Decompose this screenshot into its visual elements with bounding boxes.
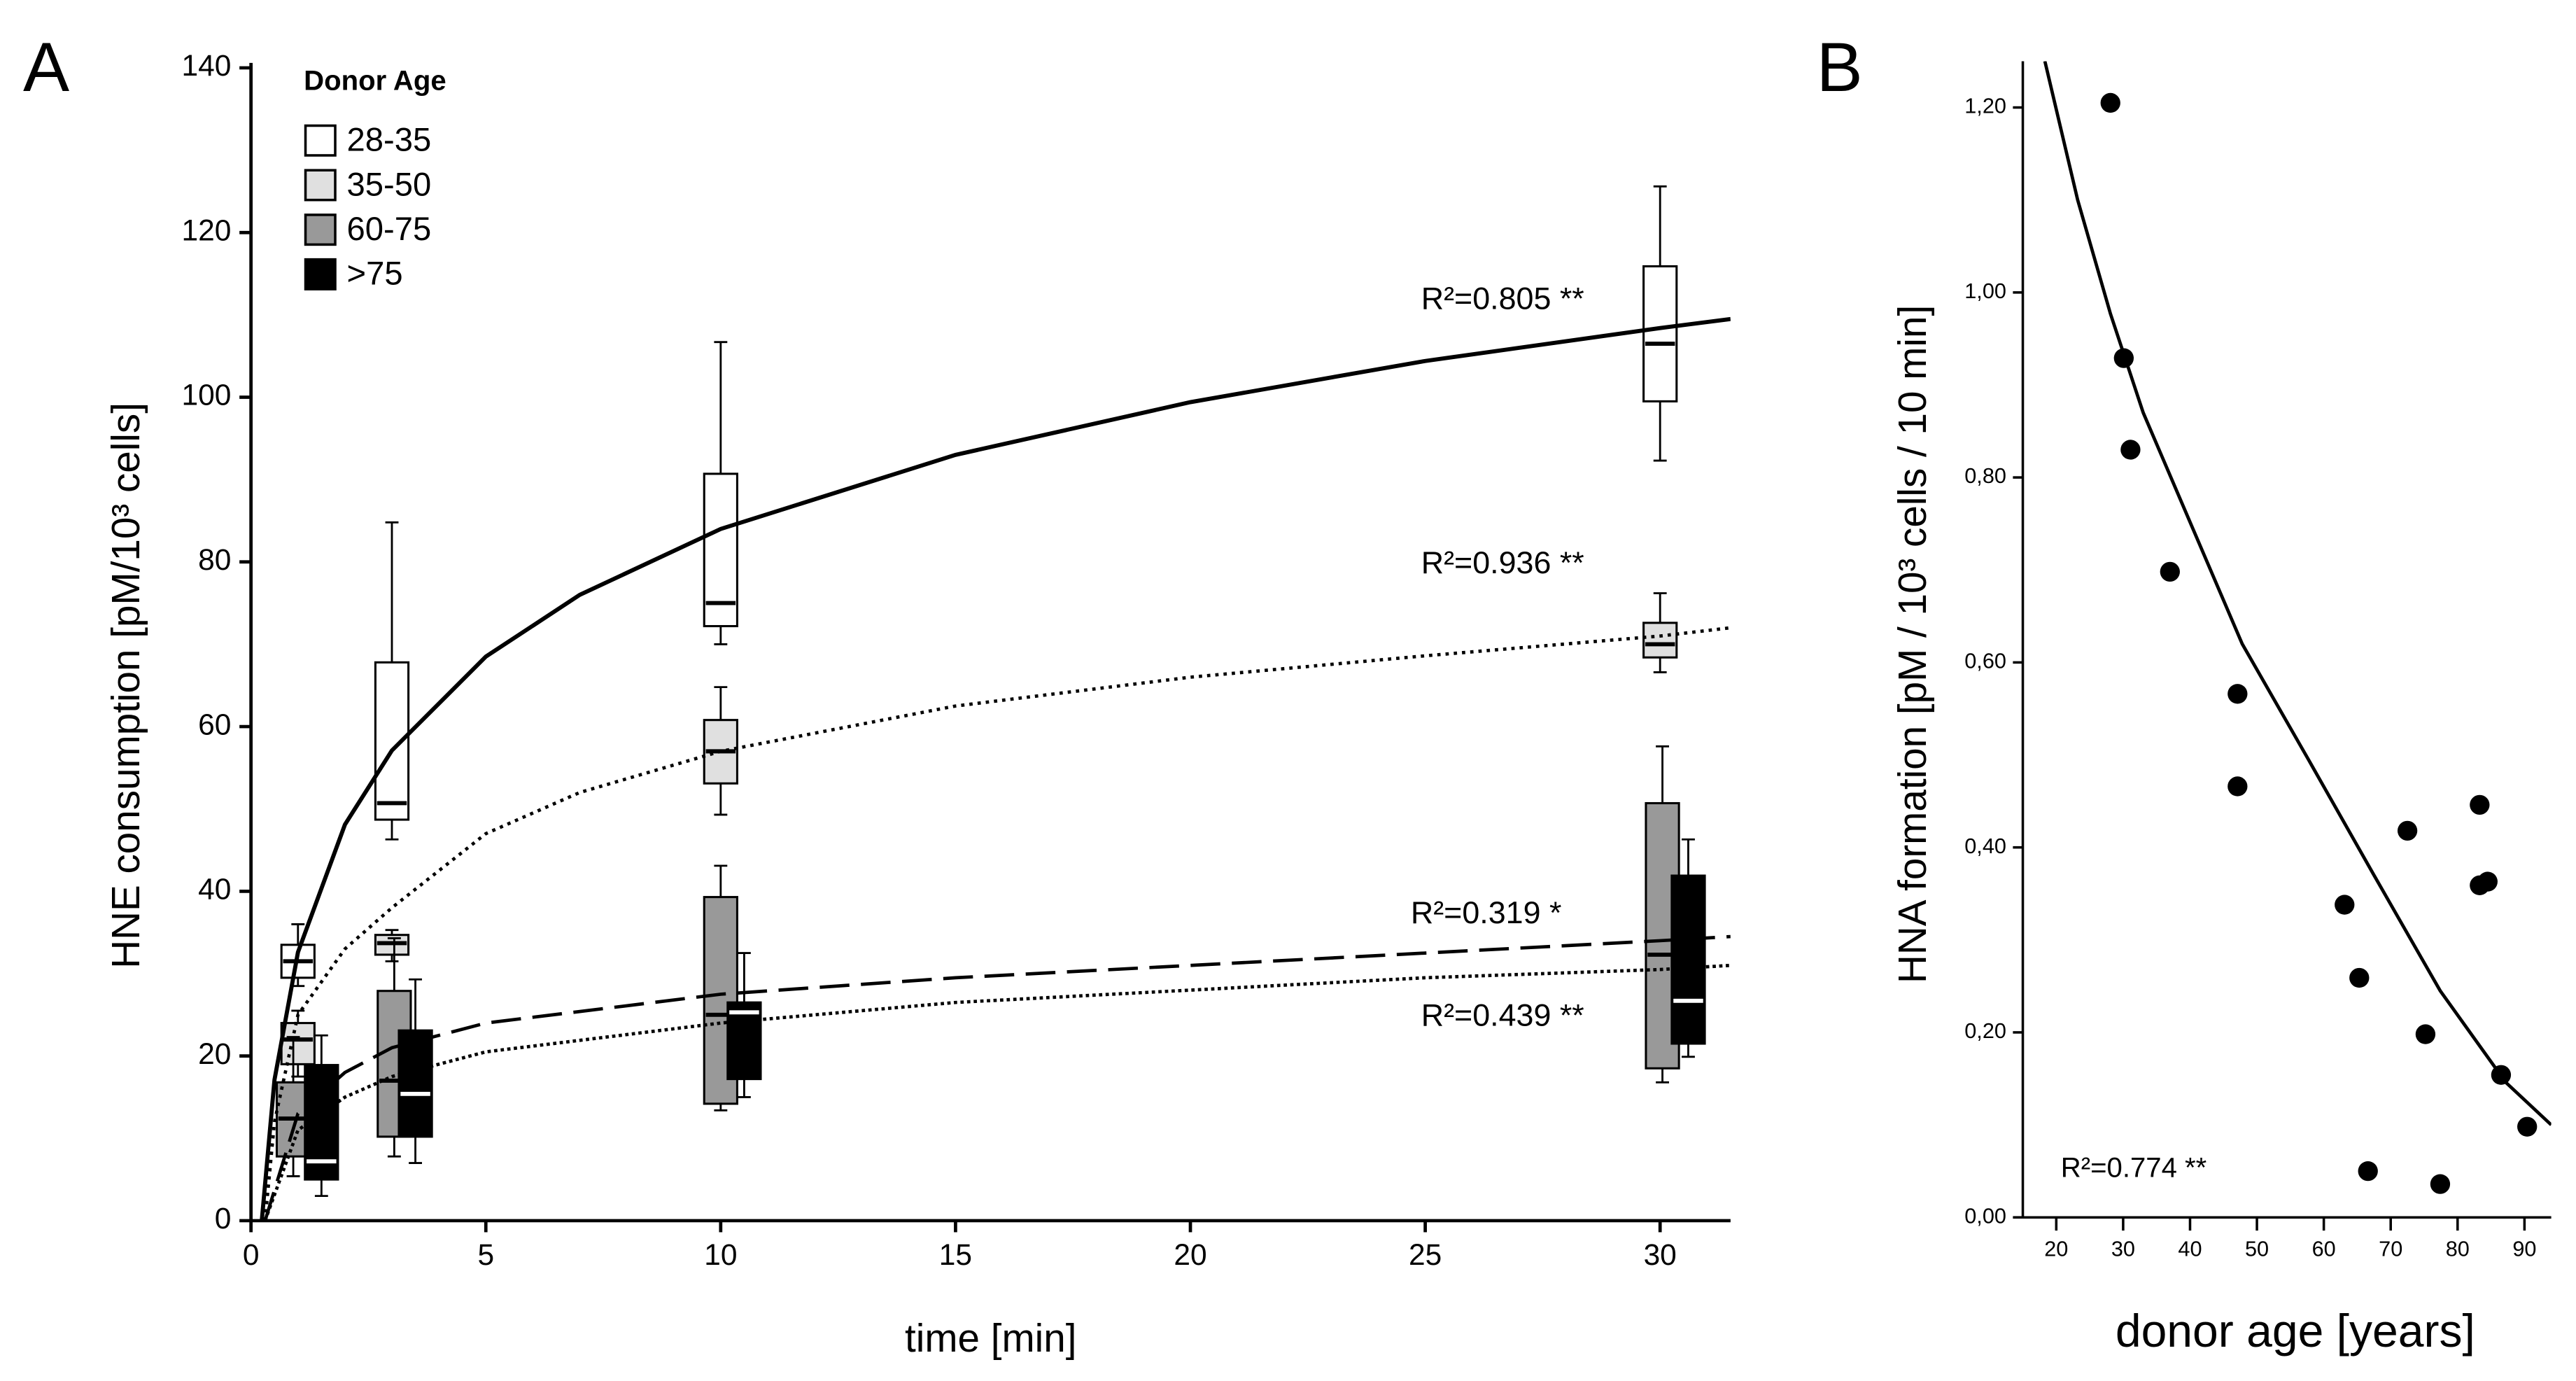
box bbox=[726, 1001, 762, 1081]
point bbox=[2113, 348, 2134, 368]
box bbox=[1642, 265, 1678, 402]
x-tick-label: 25 bbox=[1409, 1238, 1442, 1271]
point bbox=[2100, 92, 2120, 113]
box bbox=[1642, 622, 1678, 659]
fits bbox=[260, 316, 1731, 1221]
y-tick-label: 0,00 bbox=[1964, 1204, 2006, 1228]
legend-label: 35-50 bbox=[347, 166, 432, 203]
fit-label: R²=0.319 * bbox=[1411, 895, 1562, 930]
y-tick-label: 140 bbox=[181, 49, 231, 82]
panel-label: B bbox=[1817, 29, 1863, 106]
x-tick-label: 90 bbox=[2512, 1238, 2536, 1261]
box bbox=[280, 1022, 316, 1065]
point bbox=[2349, 967, 2370, 988]
y-axis-label: HNE consumption [pM/10³ cells] bbox=[104, 402, 148, 969]
x-tick-label: 20 bbox=[2044, 1238, 2068, 1261]
fit-curve bbox=[263, 626, 1731, 1221]
x-tick-label: 15 bbox=[939, 1238, 972, 1271]
x-axis-label: time [min] bbox=[905, 1317, 1076, 1361]
fit-label: R²=0.439 ** bbox=[1421, 997, 1584, 1033]
box bbox=[1670, 874, 1706, 1045]
fit-label: R²=0.805 ** bbox=[1421, 280, 1584, 316]
fit-curve bbox=[263, 963, 1731, 1221]
legend-label: 60-75 bbox=[347, 211, 432, 248]
y-tick-label: 0,60 bbox=[1964, 649, 2006, 673]
point bbox=[2470, 794, 2490, 815]
x-tick-label: 70 bbox=[2379, 1238, 2402, 1261]
legend-label: 28-35 bbox=[347, 122, 432, 159]
y-tick-label: 1,00 bbox=[1964, 279, 2006, 303]
y-tick-label: 60 bbox=[198, 708, 231, 741]
x-tick-label: 50 bbox=[2245, 1238, 2269, 1261]
y-tick-label: 80 bbox=[198, 543, 231, 576]
y-tick-label: 0,40 bbox=[1964, 834, 2006, 858]
panel-label: A bbox=[23, 29, 69, 106]
fit-curve bbox=[2043, 61, 2552, 1126]
legend-swatch bbox=[304, 258, 337, 290]
x-tick-label: 0 bbox=[243, 1238, 260, 1271]
x-tick-label: 10 bbox=[704, 1238, 737, 1271]
x-tick-label: 40 bbox=[2178, 1238, 2202, 1261]
point bbox=[2415, 1024, 2436, 1044]
y-tick-label: 0,80 bbox=[1964, 464, 2006, 488]
point bbox=[2491, 1065, 2512, 1085]
point bbox=[2227, 684, 2248, 704]
x-tick-label: 30 bbox=[1644, 1238, 1677, 1271]
fit bbox=[2043, 61, 2552, 1126]
legend-swatch bbox=[304, 124, 337, 157]
legend-swatch bbox=[304, 213, 337, 246]
point bbox=[2335, 895, 2355, 915]
y-tick-label: 100 bbox=[181, 379, 231, 412]
point bbox=[2358, 1161, 2378, 1182]
y-tick-label: 20 bbox=[198, 1037, 231, 1070]
box bbox=[397, 1029, 433, 1138]
y-tick-label: 1,20 bbox=[1964, 94, 2006, 118]
point bbox=[2430, 1174, 2451, 1194]
point bbox=[2120, 440, 2141, 460]
fit-label: R²=0.774 ** bbox=[2061, 1152, 2207, 1183]
fit-curve bbox=[263, 934, 1731, 1221]
y-tick-label: 40 bbox=[198, 873, 231, 906]
legend-title: Donor Age bbox=[304, 66, 446, 97]
y-tick-label: 120 bbox=[181, 213, 231, 246]
fit-label: R²=0.936 ** bbox=[1421, 545, 1584, 580]
point bbox=[2517, 1116, 2538, 1137]
y-axis-label: HNA formation [pM / 10³ cells / 10 min] bbox=[1891, 305, 1935, 983]
y-tick-label: 0 bbox=[215, 1202, 232, 1235]
x-tick-label: 30 bbox=[2111, 1238, 2135, 1261]
legend-swatch bbox=[304, 169, 337, 202]
point bbox=[2397, 820, 2418, 841]
x-tick-label: 20 bbox=[1174, 1238, 1206, 1271]
legend-label: >75 bbox=[347, 255, 403, 293]
point bbox=[2160, 561, 2180, 582]
x-tick-label: 60 bbox=[2312, 1238, 2336, 1261]
box bbox=[703, 472, 738, 628]
point bbox=[2477, 871, 2498, 892]
x-tick-label: 5 bbox=[477, 1238, 494, 1271]
y-tick-label: 0,20 bbox=[1964, 1019, 2006, 1043]
point bbox=[2227, 776, 2248, 797]
x-tick-label: 80 bbox=[2446, 1238, 2470, 1261]
x-axis-label: donor age [years] bbox=[2116, 1305, 2475, 1357]
fit-curve bbox=[260, 316, 1731, 1221]
